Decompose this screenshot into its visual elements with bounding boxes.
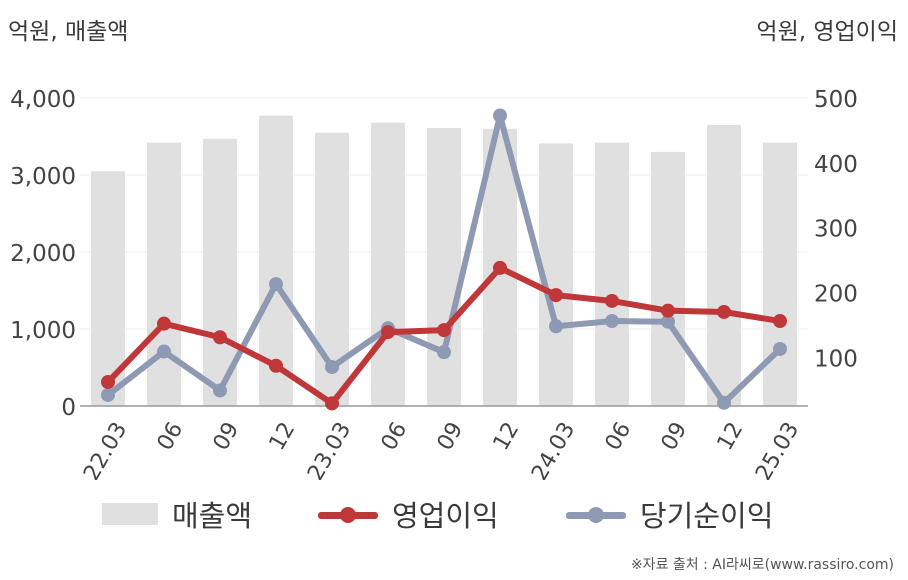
left-axis-tick-label: 2,000 (10, 241, 76, 267)
x-axis-tick-label: 12 (265, 418, 301, 455)
point-net (493, 108, 507, 123)
right-axis-unit: 억원, 영업이익 (756, 19, 898, 45)
combo-chart: 0 1,000 2,000 3,000 4,000 100 200 300 400 500 22.0… (10, 87, 858, 480)
point-operating (773, 314, 787, 329)
point-operating (325, 396, 339, 411)
legend-label-revenue: 매출액 (172, 499, 253, 533)
legend-item-revenue: 매출액 (102, 492, 252, 536)
x-axis-tick-label: 25.03 (751, 418, 804, 480)
x-axis-tick-label: 09 (657, 418, 693, 455)
point-operating (437, 323, 451, 338)
x-axis-tick-label: 06 (377, 418, 413, 455)
legend-label-operating: 영업이익 (392, 499, 499, 533)
right-axis-tick-label: 200 (814, 282, 858, 308)
left-axis-tick-label: 1,000 (10, 318, 76, 344)
point-operating (661, 303, 675, 318)
bar-revenue (147, 142, 181, 406)
bar-revenue (595, 142, 629, 406)
point-net (437, 345, 451, 360)
point-net (325, 360, 339, 375)
point-operating (605, 293, 619, 308)
right-axis-tick-label: 100 (814, 346, 858, 372)
x-axis-tick-label: 09 (433, 418, 469, 455)
left-axis-tick-label: 3,000 (10, 164, 76, 190)
left-axis-unit: 억원, 매출액 (8, 19, 129, 45)
point-net (101, 387, 115, 402)
point-net (717, 395, 731, 410)
x-axis-tick-label: 12 (489, 418, 525, 455)
legend-label-net: 당기순이익 (640, 499, 774, 533)
point-operating (101, 375, 115, 390)
point-operating (269, 358, 283, 373)
x-axis-tick-label: 24.03 (527, 418, 580, 480)
left-axis-tick-label: 0 (61, 395, 76, 421)
point-net (605, 314, 619, 329)
point-net (157, 344, 171, 359)
bar-revenue (371, 122, 405, 406)
source-credit: ※자료 출처 : AI라씨로(www.rassiro.com) (630, 557, 894, 573)
bar-revenue (203, 138, 237, 406)
legend-item-operating: 영업이익 (318, 492, 499, 536)
x-axis-tick-label: 06 (153, 418, 189, 455)
right-axis-tick-label: 300 (814, 217, 858, 243)
x-axis-tick-label: 12 (713, 418, 749, 455)
bar-revenue (427, 128, 461, 406)
point-net (269, 277, 283, 292)
legend-item-net: 당기순이익 (566, 492, 773, 536)
right-axis-tick-label: 500 (814, 87, 858, 113)
point-operating (493, 260, 507, 275)
x-axis-tick-label: 22.03 (79, 418, 132, 480)
point-operating (213, 330, 227, 345)
legend-bar-swatch (102, 503, 158, 525)
legend-line-net-swatch (566, 507, 626, 523)
point-net (661, 314, 675, 329)
bar-revenue (651, 151, 685, 406)
x-axis-tick-label: 09 (209, 418, 245, 455)
left-axis-tick-label: 4,000 (10, 87, 76, 113)
legend: 매출액 영업이익 당기순이익 (0, 492, 908, 536)
bar-revenue (707, 124, 741, 406)
point-net (213, 383, 227, 398)
point-operating (717, 304, 731, 319)
x-axis-tick-label: 06 (601, 418, 637, 455)
point-operating (157, 316, 171, 331)
point-net (549, 319, 563, 334)
x-axis-tick-label: 23.03 (303, 418, 356, 480)
point-net (773, 341, 787, 356)
point-operating (549, 288, 563, 303)
right-axis-tick-label: 400 (814, 152, 858, 178)
point-operating (381, 325, 395, 340)
bar-revenue (763, 142, 797, 406)
legend-line-operating-swatch (318, 507, 378, 523)
